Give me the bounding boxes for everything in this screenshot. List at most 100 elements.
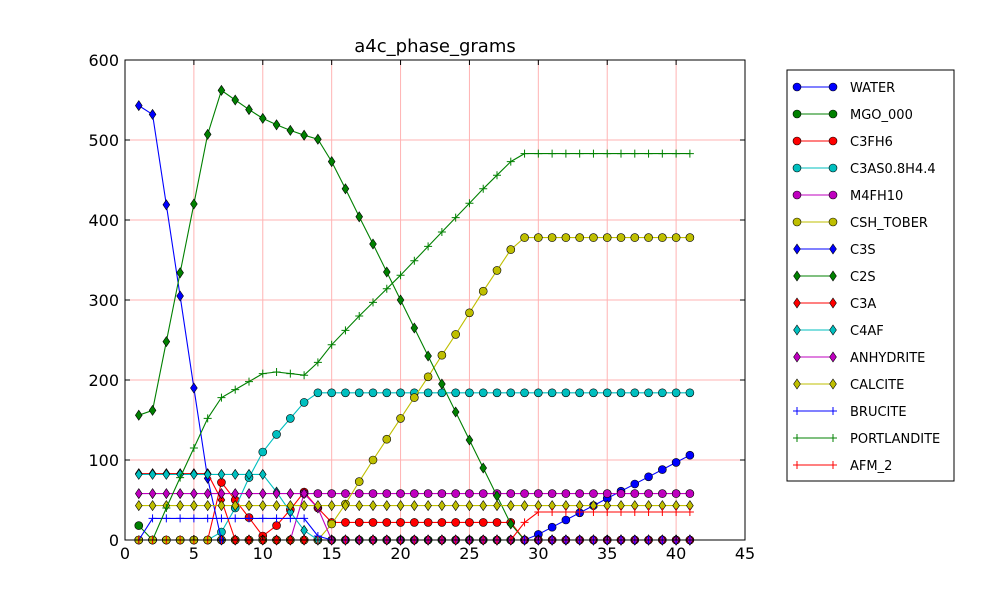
data-point: [424, 350, 432, 362]
legend-marker: [828, 190, 838, 200]
legend-marker: [829, 434, 837, 442]
data-point: [451, 500, 460, 512]
legend-entry: C4AF: [793, 324, 884, 339]
data-point: [423, 388, 433, 398]
data-point: [245, 104, 253, 116]
data-point: [617, 149, 625, 158]
data-point: [368, 455, 378, 465]
data-point: [327, 340, 336, 349]
y-tick-label: 100: [88, 451, 119, 470]
data-point: [561, 233, 571, 242]
data-point: [354, 518, 364, 527]
data-point: [176, 488, 184, 500]
data-point: [616, 489, 626, 498]
legend-marker: [792, 217, 802, 227]
legend-marker: [792, 190, 802, 200]
legend-marker: [829, 324, 837, 336]
data-point: [300, 371, 309, 380]
legend-label: ANHYDRITE: [850, 351, 925, 366]
legend-marker: [792, 163, 802, 173]
data-point: [258, 369, 267, 378]
data-point: [575, 233, 584, 242]
data-point: [644, 388, 653, 398]
data-point: [327, 388, 336, 398]
data-point: [561, 508, 570, 516]
legend: WATER MGO_000 C3FH6 C3AS0.8H4.4 M4FH10 CSH_TO…: [786, 69, 955, 482]
data-point: [410, 500, 419, 512]
data-point: [272, 488, 281, 500]
data-point: [492, 266, 502, 275]
data-point: [424, 242, 433, 251]
data-point: [162, 468, 171, 480]
data-point: [685, 508, 694, 516]
legend-marker: [792, 82, 802, 92]
data-point: [176, 500, 184, 512]
data-point: [327, 500, 336, 512]
legend-label: C2S: [850, 270, 876, 285]
data-point: [451, 213, 460, 222]
data-point: [630, 508, 639, 516]
data-point: [602, 233, 612, 242]
data-point: [644, 472, 653, 482]
data-point: [245, 468, 253, 480]
legend-marker: [793, 297, 801, 309]
data-point: [314, 500, 322, 512]
data-point: [478, 518, 488, 527]
data-point: [506, 245, 516, 254]
data-point: [547, 233, 557, 242]
data-point: [354, 388, 364, 398]
data-point: [162, 199, 171, 211]
legend-label: PORTLANDITE: [850, 432, 940, 447]
data-point: [217, 84, 226, 96]
data-point: [286, 500, 295, 512]
data-point: [231, 500, 239, 512]
data-point: [231, 488, 239, 500]
legend-marker: [793, 407, 801, 415]
data-point: [148, 108, 157, 120]
data-point: [355, 500, 363, 512]
x-tick-label: 30: [528, 544, 548, 563]
series-portlandite: [134, 149, 694, 544]
legend-entry: M4FH10: [792, 189, 903, 204]
data-point: [617, 508, 625, 516]
data-point: [203, 514, 212, 523]
x-tick-label: 40: [666, 544, 686, 563]
data-point: [561, 388, 571, 398]
data-point: [396, 294, 405, 306]
data-point: [341, 326, 350, 335]
data-point: [327, 519, 336, 529]
data-point: [314, 133, 322, 145]
data-point: [217, 514, 226, 523]
data-point: [630, 479, 640, 489]
data-point: [190, 198, 198, 210]
data-point: [259, 468, 267, 480]
data-point: [300, 129, 308, 141]
data-point: [410, 393, 419, 402]
legend-marker: [793, 243, 801, 255]
data-point: [658, 388, 667, 398]
data-point: [272, 368, 281, 376]
data-point: [354, 477, 364, 486]
x-tick-label: 10: [253, 544, 273, 563]
data-point: [383, 266, 391, 278]
legend-entry: BRUCITE: [793, 405, 907, 420]
data-point: [644, 489, 653, 498]
data-point: [189, 444, 198, 452]
data-point: [396, 500, 405, 512]
data-point: [602, 489, 612, 498]
data-point: [162, 504, 171, 512]
legend-entry: C3A: [793, 297, 876, 312]
data-point: [286, 124, 295, 136]
data-point: [589, 508, 598, 516]
data-point: [547, 489, 557, 498]
data-point: [286, 488, 295, 500]
y-tick-label: 400: [88, 211, 119, 230]
legend-entry: C3S: [793, 243, 876, 258]
data-point: [451, 489, 460, 498]
legend-marker: [829, 270, 837, 282]
data-point: [259, 488, 267, 500]
data-point: [341, 518, 350, 527]
data-point: [354, 489, 364, 498]
data-point: [148, 500, 157, 512]
data-point: [410, 256, 419, 265]
